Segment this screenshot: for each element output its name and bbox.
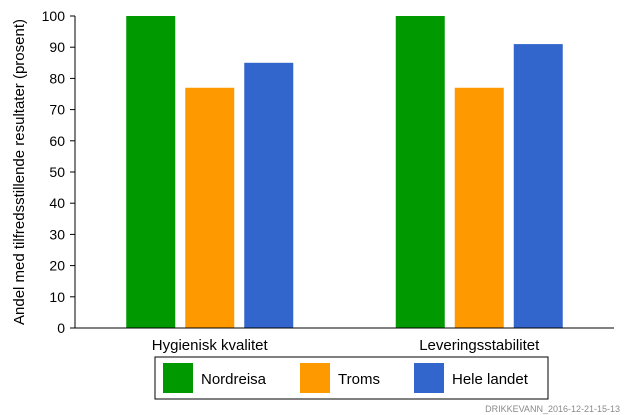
y-tick-label: 70 xyxy=(49,102,65,118)
legend-label: Hele landet xyxy=(452,371,529,388)
bar-hele-landet-1 xyxy=(244,62,294,329)
legend-label: Troms xyxy=(338,371,380,388)
bar-hele-landet-2 xyxy=(513,44,563,329)
legend-swatch xyxy=(414,363,444,393)
legend: Nordreisa Troms Hele landet xyxy=(154,356,549,400)
x-category-label: Hygienisk kvalitet xyxy=(152,337,269,354)
legend-box xyxy=(154,356,549,400)
bars xyxy=(126,16,563,329)
y-tick-label: 20 xyxy=(49,258,65,274)
x-category-label: Leveringsstabilitet xyxy=(419,337,540,354)
y-axis: 0 10 20 30 40 50 60 70 80 90 100 xyxy=(42,8,76,336)
bar-nordreisa-2 xyxy=(395,16,445,328)
x-axis: Hygienisk kvalitet Leveringsstabilitet xyxy=(75,327,614,354)
legend-swatch xyxy=(300,363,330,393)
bar-troms-1 xyxy=(185,87,235,328)
footer-stamp: DRIKKEVANN_2016-12-21-15-13 xyxy=(485,404,620,414)
y-tick-label: 80 xyxy=(49,70,65,86)
y-tick-label: 0 xyxy=(57,320,65,336)
bar-nordreisa-1 xyxy=(126,16,176,328)
bar-troms-2 xyxy=(454,87,504,328)
y-tick-label: 40 xyxy=(49,195,65,211)
legend-swatch xyxy=(163,363,193,393)
y-tick-label: 90 xyxy=(49,39,65,55)
legend-label: Nordreisa xyxy=(201,371,267,388)
y-tick-label: 30 xyxy=(49,226,65,242)
y-tick-label: 10 xyxy=(49,289,65,305)
y-tick-label: 50 xyxy=(49,164,65,180)
y-tick-label: 100 xyxy=(42,8,66,24)
y-axis-label: Andel med tilfredsstillende resultater (… xyxy=(11,19,28,325)
y-tick-label: 60 xyxy=(49,133,65,149)
